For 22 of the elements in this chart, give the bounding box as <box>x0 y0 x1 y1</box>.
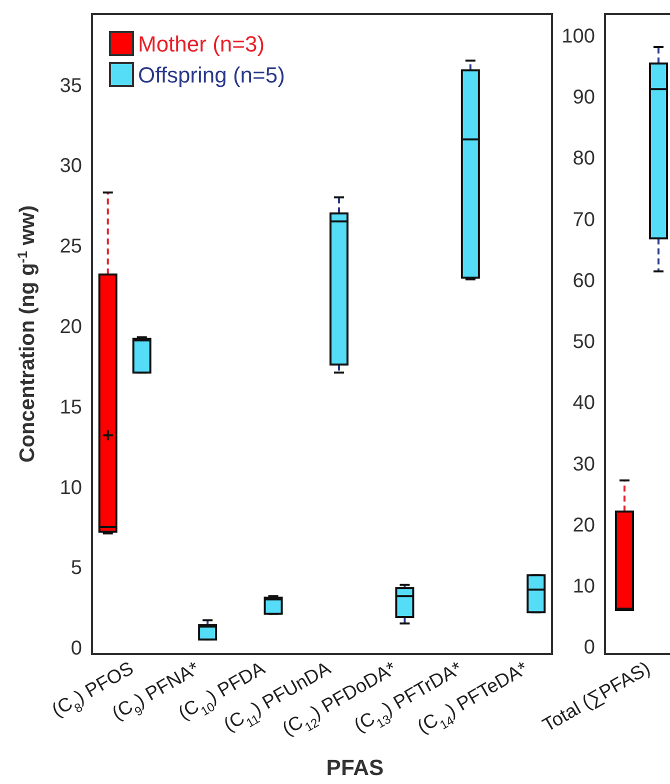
y-tick-label: 0 <box>70 638 82 660</box>
y-tick-label: 25 <box>60 236 82 258</box>
y-tick-label: 35 <box>60 74 82 97</box>
legend-label: Mother (n=3) <box>138 32 265 57</box>
y-tick-label: 10 <box>60 476 82 499</box>
y-tick-label: 70 <box>572 208 595 231</box>
y-tick-label: 30 <box>572 453 595 476</box>
y-tick-label: 80 <box>572 148 595 170</box>
y-tick-label: 0 <box>584 636 595 659</box>
x-axis-title: PFAS <box>326 755 384 780</box>
y-tick-label: 40 <box>572 392 595 414</box>
y-tick-label: 50 <box>572 331 595 354</box>
y-tick-label: 60 <box>572 270 595 292</box>
y-tick-label: 100 <box>562 25 595 48</box>
legend-label: Offspring (n=5) <box>138 62 285 88</box>
y-tick-label: 20 <box>572 514 595 536</box>
y-tick-label: 10 <box>572 576 595 598</box>
y-tick-label: 90 <box>572 86 595 109</box>
y-tick-label: 15 <box>60 396 82 418</box>
y-tick-label: 5 <box>70 557 82 580</box>
y-tick-label: 20 <box>60 316 82 338</box>
y-tick-label: 30 <box>60 155 82 178</box>
